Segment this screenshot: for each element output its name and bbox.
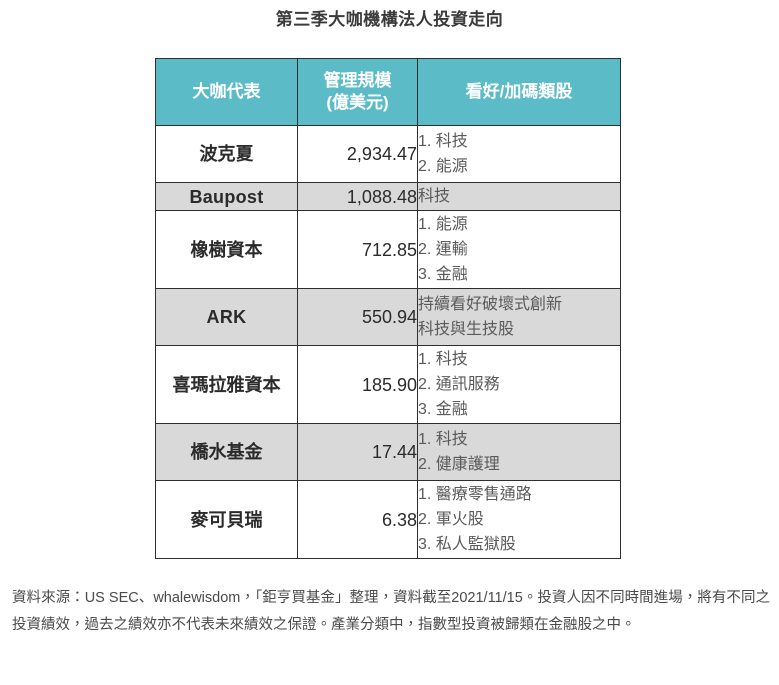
cell-representative: 喜瑪拉雅資本 (155, 345, 298, 424)
column-header-aum-line-1: 管理規模 (323, 71, 392, 90)
column-header-sectors-line-1: 看好/加碼類股 (465, 82, 573, 101)
cell-sectors: 1. 科技 2. 健康護理 (417, 423, 621, 481)
sector-line: 3. 金融 (418, 266, 468, 283)
column-header-representative: 大咖代表 (155, 58, 298, 126)
cell-sectors: 持續看好破壞式創新 科技與生技股 (417, 288, 621, 346)
sector-line: 3. 金融 (418, 401, 468, 418)
sector-line: 2. 健康護理 (418, 456, 500, 473)
column-header-aum: 管理規模 (億美元) (297, 58, 418, 126)
table-row: Baupost 1,088.48 科技 (155, 182, 621, 211)
cell-representative: 橋水基金 (155, 423, 298, 481)
cell-representative: 麥可貝瑞 (155, 480, 298, 559)
sector-line: 2. 通訊服務 (418, 376, 500, 393)
cell-representative: 波克夏 (155, 125, 298, 183)
cell-aum: 6.38 (297, 480, 418, 559)
cell-sectors: 1. 能源 2. 運輸 3. 金融 (417, 210, 621, 289)
sector-line: 持續看好破壞式創新 (418, 296, 563, 313)
table-row: 橋水基金 17.44 1. 科技 2. 健康護理 (155, 423, 621, 481)
sector-line: 1. 醫療零售通路 (418, 486, 532, 503)
sector-line: 1. 能源 (418, 216, 468, 233)
column-header-representative-line-1: 大咖代表 (192, 82, 261, 101)
cell-representative: Baupost (155, 182, 298, 211)
cell-sectors: 1. 科技 2. 能源 (417, 125, 621, 183)
institutional-holdings-table: 大咖代表 管理規模 (億美元) 看好/加碼類股 波克夏 2,934.47 1. … (155, 58, 621, 559)
cell-sectors: 1. 科技 2. 通訊服務 3. 金融 (417, 345, 621, 424)
cell-sectors: 科技 (417, 182, 621, 211)
cell-aum: 2,934.47 (297, 125, 418, 183)
table-row: 喜瑪拉雅資本 185.90 1. 科技 2. 通訊服務 3. 金融 (155, 345, 621, 424)
cell-representative: ARK (155, 288, 298, 346)
table-row: 麥可貝瑞 6.38 1. 醫療零售通路 2. 軍火股 3. 私人監獄股 (155, 480, 621, 559)
cell-aum: 185.90 (297, 345, 418, 424)
sector-line: 1. 科技 (418, 351, 468, 368)
sector-line: 1. 科技 (418, 431, 468, 448)
sector-line: 1. 科技 (418, 133, 468, 150)
cell-aum: 712.85 (297, 210, 418, 289)
column-header-sectors: 看好/加碼類股 (417, 58, 621, 126)
sector-line: 2. 能源 (418, 158, 468, 175)
table-header: 大咖代表 管理規模 (億美元) 看好/加碼類股 (155, 58, 621, 126)
table-body: 波克夏 2,934.47 1. 科技 2. 能源 Baupost 1,088.4… (155, 125, 621, 559)
cell-representative: 橡樹資本 (155, 210, 298, 289)
sector-line: 科技 (418, 188, 451, 205)
table-row: ARK 550.94 持續看好破壞式創新 科技與生技股 (155, 288, 621, 346)
cell-aum: 17.44 (297, 423, 418, 481)
column-header-aum-line-2: (億美元) (326, 93, 389, 112)
table-header-row: 大咖代表 管理規模 (億美元) 看好/加碼類股 (155, 58, 621, 126)
cell-sectors: 1. 醫療零售通路 2. 軍火股 3. 私人監獄股 (417, 480, 621, 559)
sector-line: 科技與生技股 (418, 321, 515, 338)
sector-line: 3. 私人監獄股 (418, 536, 516, 553)
cell-aum: 550.94 (297, 288, 418, 346)
sector-line: 2. 運輸 (418, 241, 468, 258)
table-row: 橡樹資本 712.85 1. 能源 2. 運輸 3. 金融 (155, 210, 621, 289)
cell-aum: 1,088.48 (297, 182, 418, 211)
source-footnote: 資料來源：US SEC、whalewisdom，「鉅亨買基金」整理，資料截至20… (12, 590, 770, 633)
page-title: 第三季大咖機構法人投資走向 (275, 10, 504, 29)
sector-line: 2. 軍火股 (418, 511, 484, 528)
table-row: 波克夏 2,934.47 1. 科技 2. 能源 (155, 125, 621, 183)
